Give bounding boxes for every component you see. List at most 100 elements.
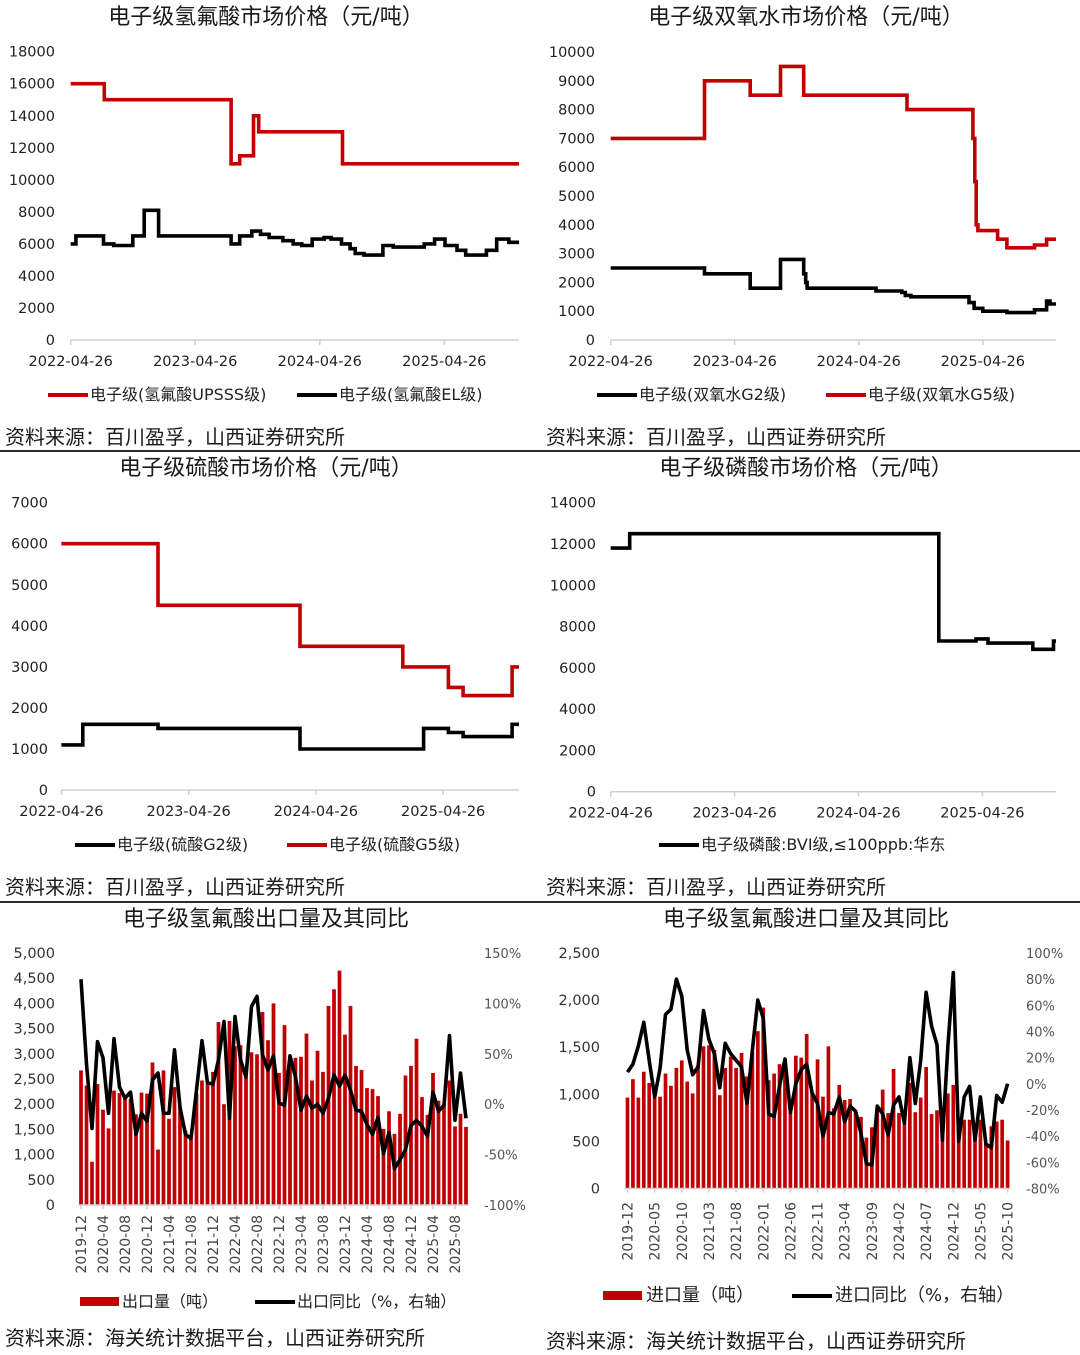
series-line-1 xyxy=(61,541,519,698)
bar xyxy=(425,1114,430,1205)
bar xyxy=(707,1045,711,1189)
x-tick-label: 2019-12 xyxy=(621,1202,637,1261)
bar xyxy=(458,1113,463,1205)
y-tick-label: 2000 xyxy=(11,701,48,717)
y-tick-label: 6000 xyxy=(11,537,48,553)
y-left-tick-label: 1,000 xyxy=(13,1148,55,1164)
source-note: 资料来源：海关统计数据平台，山西证券研究所 xyxy=(546,1329,966,1353)
bar xyxy=(761,1007,766,1189)
bar xyxy=(810,1093,814,1189)
x-tick-label: 2024-12 xyxy=(404,1215,420,1274)
bar xyxy=(631,1079,635,1189)
bar xyxy=(233,1046,237,1205)
y-right-tick-label: -80% xyxy=(1026,1183,1060,1198)
x-tick-label: 2020-10 xyxy=(675,1202,691,1261)
x-tick-label: 2024-02 xyxy=(892,1202,908,1261)
x-tick-label: 2024-04-26 xyxy=(817,354,901,370)
legend-swatch-import-yoy-icon xyxy=(792,1294,832,1298)
bar xyxy=(940,1108,945,1189)
legend: 进口量（吨） 进口同比（%，右轴） xyxy=(540,1285,1080,1307)
bar xyxy=(189,1139,193,1205)
bar xyxy=(365,1088,369,1205)
chart-title: 电子级硫酸市场价格（元/吨） xyxy=(119,456,413,481)
bar xyxy=(464,1126,468,1205)
bar xyxy=(156,1149,160,1205)
panel-h3po4-price-chart: 电子级磷酸市场价格（元/吨） 0 2000 4000 6000 8000 10000 120… xyxy=(540,450,1080,900)
bar xyxy=(244,1077,248,1205)
y-right-tick-label: -60% xyxy=(1026,1156,1060,1171)
x-tick-label: 2021-08 xyxy=(729,1202,745,1261)
legend-swatch-g5-icon xyxy=(826,393,866,397)
bar xyxy=(255,1054,259,1205)
series-line-0 xyxy=(61,722,519,751)
x-tick-label: 2024-04-26 xyxy=(278,354,362,370)
x-tick-label: 2024-04 xyxy=(360,1215,376,1274)
y-right-tick-label: -40% xyxy=(1026,1130,1060,1145)
bar xyxy=(321,1071,325,1205)
x-tick-label: 2025-04-26 xyxy=(940,806,1024,822)
y-tick-label: 2000 xyxy=(559,743,596,759)
bar xyxy=(266,1040,270,1205)
yoy-line xyxy=(79,979,468,1171)
bar xyxy=(788,1101,793,1189)
x-tick-label: 2023-09 xyxy=(865,1202,881,1261)
chart-title: 电子级氢氟酸进口量及其同比 xyxy=(662,907,949,932)
y-tick-label: 18000 xyxy=(9,45,55,61)
bar xyxy=(679,1060,684,1189)
x-tick-label: 2023-04-26 xyxy=(692,806,776,822)
y-left-tick-label: 0 xyxy=(591,1182,600,1198)
x-tick-label: 2025-04-26 xyxy=(941,354,1025,370)
bar xyxy=(442,1104,446,1205)
y-tick-label: 8000 xyxy=(18,205,55,221)
bar xyxy=(658,1096,662,1189)
y-left-tick-label: 2,000 xyxy=(13,1097,55,1113)
bar xyxy=(332,989,336,1205)
y-tick-label: 2000 xyxy=(18,301,55,317)
y-tick-label: 14000 xyxy=(550,496,596,512)
y-right-tick-label: -20% xyxy=(1026,1104,1060,1119)
x-tick-label: 2025-10 xyxy=(1001,1202,1017,1261)
y-right-tick-label: 100% xyxy=(484,997,521,1012)
y-tick-label: 4000 xyxy=(559,702,596,718)
y-left-tick-label: 4,000 xyxy=(13,996,55,1012)
y-right-tick-label: 0% xyxy=(1026,1078,1047,1093)
bar xyxy=(271,1003,276,1205)
y-left-tick-label: 3,500 xyxy=(13,1022,55,1038)
x-tick-label: 2025-04 xyxy=(426,1215,442,1274)
y-left-tick-label: 1,000 xyxy=(558,1087,600,1103)
bar xyxy=(178,1106,182,1205)
bar xyxy=(815,1059,820,1189)
x-tick-label: 2022-08 xyxy=(250,1215,266,1274)
bar xyxy=(167,1118,171,1205)
bar xyxy=(315,1050,320,1205)
y-right-tick-label: 40% xyxy=(1026,1026,1055,1041)
bar xyxy=(139,1092,144,1205)
series-line-1 xyxy=(610,64,1056,250)
bar xyxy=(837,1084,842,1189)
series-line-0 xyxy=(610,257,1056,315)
x-tick-label: 2023-04-26 xyxy=(153,354,237,370)
bar xyxy=(875,1106,880,1189)
bar xyxy=(123,1097,127,1205)
y-right-tick-label: 100% xyxy=(1026,947,1063,962)
y-tick-label: 7000 xyxy=(558,131,595,147)
bar xyxy=(453,1126,457,1205)
legend-swatch-g2-icon xyxy=(597,393,637,397)
y-tick-label: 4000 xyxy=(558,218,595,234)
y-left-tick-label: 2,500 xyxy=(558,946,600,962)
legend-label-bvi: 电子级磷酸:BVI级,≤100ppb:华东 xyxy=(701,835,946,854)
y-tick-label: 16000 xyxy=(9,77,55,93)
legend-label-el: 电子级(氢氟酸EL级) xyxy=(339,385,483,404)
x-tick-label: 2024-07 xyxy=(919,1202,935,1261)
bar xyxy=(348,1005,353,1205)
bar xyxy=(436,1100,441,1205)
chart-title: 电子级氢氟酸出口量及其同比 xyxy=(122,907,409,932)
y-tick-label: 5000 xyxy=(11,578,48,594)
x-tick-label: 2025-04-26 xyxy=(402,354,486,370)
bar xyxy=(766,1080,771,1189)
x-tick-label: 2024-12 xyxy=(946,1202,962,1261)
source-note: 资料来源：百川盈孚，山西证券研究所 xyxy=(546,875,886,899)
y-tick-label: 8000 xyxy=(559,620,596,636)
bar xyxy=(886,1113,890,1189)
y-tick-label: 0 xyxy=(46,333,55,349)
